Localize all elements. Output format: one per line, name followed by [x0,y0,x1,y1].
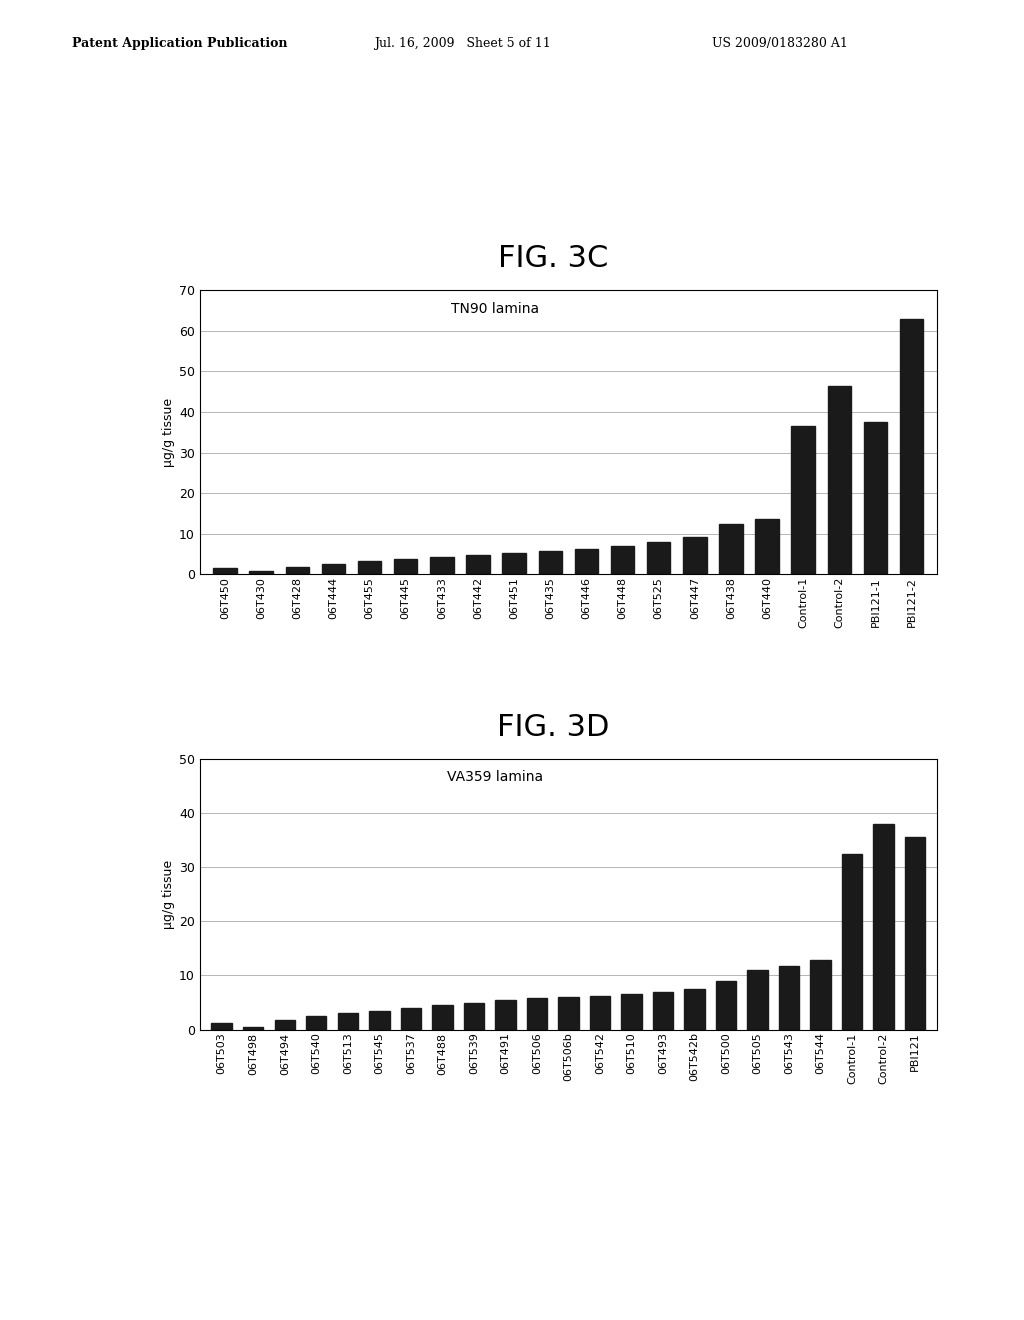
Text: US 2009/0183280 A1: US 2009/0183280 A1 [712,37,848,50]
Y-axis label: μg/g tissue: μg/g tissue [162,397,175,467]
Y-axis label: μg/g tissue: μg/g tissue [162,859,175,929]
Bar [810,961,830,1030]
Bar [464,1003,484,1030]
Bar [274,1020,295,1030]
Bar [539,550,562,574]
Bar [610,546,634,574]
Bar [778,966,799,1030]
Bar [652,991,673,1030]
Bar [792,426,815,574]
Bar [369,1011,389,1030]
Bar [716,981,736,1030]
Bar [864,422,887,574]
Text: Jul. 16, 2009   Sheet 5 of 11: Jul. 16, 2009 Sheet 5 of 11 [374,37,551,50]
Bar [306,1016,327,1030]
Bar [503,553,526,574]
Bar [756,520,779,574]
Text: TN90 lamina: TN90 lamina [451,302,539,315]
Text: VA359 lamina: VA359 lamina [446,770,543,784]
Bar [400,1008,421,1030]
Bar [904,837,925,1030]
Bar [466,554,489,574]
Bar [526,998,547,1030]
Bar [213,568,237,574]
Bar [590,997,610,1030]
Bar [574,549,598,574]
Bar [286,566,309,574]
Bar [558,997,579,1030]
Bar [748,970,768,1030]
Bar [622,994,642,1030]
Bar [683,537,707,574]
Bar [250,572,272,574]
Bar [212,1023,232,1030]
Bar [432,1006,453,1030]
Bar [243,1027,263,1030]
Bar [719,524,742,574]
Bar [322,564,345,574]
Bar [873,824,894,1030]
Bar [684,989,705,1030]
Bar [900,319,924,574]
Bar [357,561,381,574]
Bar [842,854,862,1030]
Text: Patent Application Publication: Patent Application Publication [72,37,287,50]
Bar [338,1014,358,1030]
Bar [827,385,851,574]
Bar [430,557,454,574]
Bar [394,558,418,574]
Text: FIG. 3D: FIG. 3D [497,713,609,742]
Text: FIG. 3C: FIG. 3C [498,244,608,273]
Bar [647,541,671,574]
Bar [495,999,515,1030]
